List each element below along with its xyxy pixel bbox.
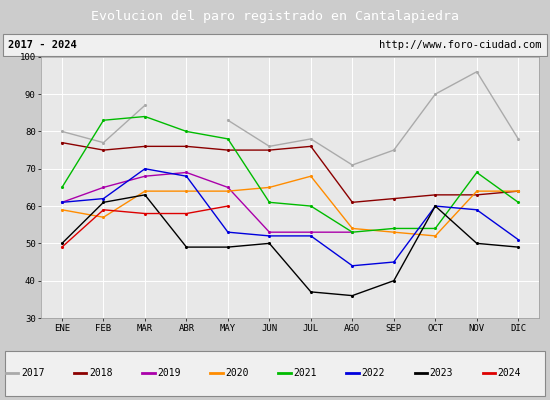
Text: 2017: 2017: [21, 368, 45, 378]
Text: 2018: 2018: [89, 368, 113, 378]
Text: Evolucion del paro registrado en Cantalapiedra: Evolucion del paro registrado en Cantala…: [91, 10, 459, 23]
Text: 2017 - 2024: 2017 - 2024: [8, 40, 77, 50]
FancyBboxPatch shape: [3, 34, 547, 56]
Text: 2019: 2019: [157, 368, 181, 378]
Text: http://www.foro-ciudad.com: http://www.foro-ciudad.com: [379, 40, 542, 50]
Text: 2021: 2021: [293, 368, 317, 378]
Text: 2024: 2024: [498, 368, 521, 378]
Text: 2023: 2023: [430, 368, 453, 378]
Text: 2022: 2022: [361, 368, 385, 378]
FancyBboxPatch shape: [6, 350, 544, 396]
Text: 2020: 2020: [226, 368, 249, 378]
